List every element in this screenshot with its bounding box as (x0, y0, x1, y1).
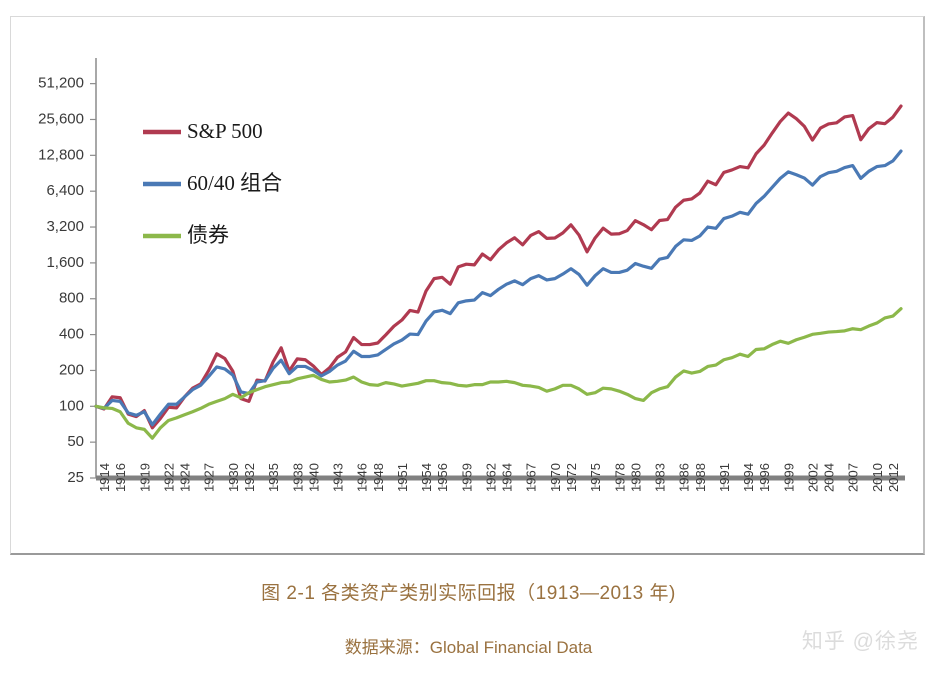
x-axis-tick-label: 1916 (113, 463, 128, 492)
x-axis-tick-label: 2012 (886, 463, 901, 492)
x-axis-tick-label: 1972 (564, 463, 579, 492)
legend-label: 60/40 组合 (187, 171, 282, 195)
x-axis-tick-label: 1999 (781, 463, 796, 492)
y-axis-tick-label: 200 (59, 361, 84, 378)
x-axis-tick-label: 1946 (355, 463, 370, 492)
y-axis-tick-label: 1,600 (46, 254, 84, 271)
x-axis-tick-label: 2007 (846, 463, 861, 492)
legend-label: S&P 500 (187, 119, 263, 143)
x-axis-tick-label: 1922 (161, 463, 176, 492)
x-axis-tick-label: 1935 (266, 463, 281, 492)
y-axis-tick-label: 6,400 (46, 182, 84, 199)
x-axis-tick-label: 2002 (806, 463, 821, 492)
y-axis-tick-label: 25,600 (38, 110, 84, 127)
x-axis-tick-label: 1930 (226, 463, 241, 492)
y-axis-tick-label: 12,800 (38, 146, 84, 163)
x-axis-tick-label: 2010 (870, 463, 885, 492)
x-axis-tick-label: 1940 (306, 463, 321, 492)
y-axis-tick-label: 800 (59, 290, 84, 307)
x-axis-tick-label: 1988 (693, 463, 708, 492)
line-chart: 25 50 100 200 400 800 1,600 3,200 6,400 12,800 25,… (38, 58, 905, 492)
x-axis-tick-label: 1975 (588, 463, 603, 492)
x-axis-tick-label: 1924 (178, 463, 193, 492)
y-axis-tick-label: 51,200 (38, 75, 84, 92)
figure-source: 数据来源：Global Financial Data (344, 638, 593, 657)
x-axis-tick-label: 1932 (242, 463, 257, 492)
x-axis-tick-label: 1962 (483, 463, 498, 492)
x-axis-tick-label: 1943 (331, 463, 346, 492)
x-axis-tick-label: 1994 (741, 463, 756, 492)
y-axis-tick-label: 3,200 (46, 218, 84, 235)
x-axis-tick-label: 1978 (612, 463, 627, 492)
x-axis-tick-label: 1959 (459, 463, 474, 492)
x-axis-tick-label: 1927 (202, 463, 217, 492)
x-axis-tick-label: 1954 (419, 463, 434, 492)
chart-frame: 25 50 100 200 400 800 1,600 3,200 6,400 12,800 25,… (10, 16, 925, 555)
x-axis-tick-label: 1938 (290, 463, 305, 492)
x-axis-tick-label: 1986 (677, 463, 692, 492)
x-axis-tick-label: 1964 (500, 463, 515, 492)
chart-plot-area: 25 50 100 200 400 800 1,600 3,200 6,400 12,800 25,… (11, 17, 923, 553)
x-axis-tick-label: 1991 (717, 463, 732, 492)
series-line-s-p-500 (94, 104, 903, 430)
y-axis-tick-label: 50 (67, 433, 84, 450)
x-axis-tick-label: 1980 (628, 463, 643, 492)
series-line-60-40- (94, 149, 903, 427)
watermark: 知乎 @徐尧 (801, 630, 919, 653)
series-line-- (94, 307, 903, 440)
x-axis-tick-label: 1967 (524, 463, 539, 492)
x-axis-tick-label: 1996 (757, 463, 772, 492)
x-axis-tick-label: 1970 (548, 463, 563, 492)
x-axis-tick-label: 1956 (435, 463, 450, 492)
y-axis-tick-label: 25 (67, 469, 84, 486)
y-axis-tick-label: 100 (59, 397, 84, 414)
x-axis-tick-label: 1951 (395, 463, 410, 492)
x-axis-tick-label: 1948 (371, 463, 386, 492)
x-axis-tick-label: 1919 (137, 463, 152, 492)
x-axis-tick-label: 2004 (822, 463, 837, 492)
y-axis-tick-label: 400 (59, 326, 84, 343)
figure-caption: 图 2-1 各类资产类别实际回报（1913—2013 年) (261, 583, 676, 604)
x-axis-tick-label: 1983 (653, 463, 668, 492)
legend-label: 债券 (187, 223, 229, 247)
x-axis-tick-label: 1914 (97, 463, 112, 492)
